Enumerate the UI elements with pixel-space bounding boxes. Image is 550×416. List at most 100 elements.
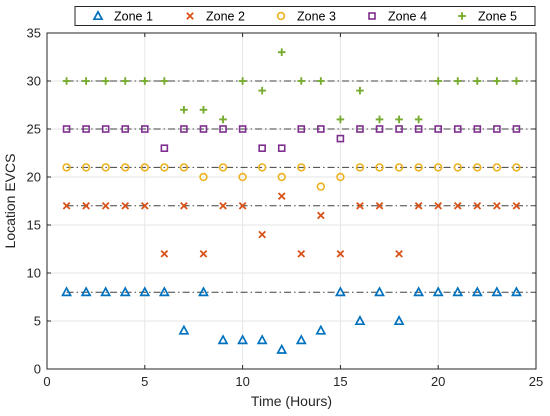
x-tick-label-25: 25 [529,374,543,389]
point-zone-5-hour-10 [238,77,247,85]
point-zone-2-hour-2-b [82,201,90,210]
point-zone-1-hour-17 [374,286,385,297]
series-zone-4 [62,125,521,152]
point-zone-3-hour-18 [394,163,404,172]
point-zone-1-hour-2 [80,286,92,297]
point-zone-5-hour-2 [82,77,90,85]
point-zone-3-hour-4 [121,163,130,172]
x-tick-label-0: 0 [43,374,50,389]
x-tick-label-5: 5 [141,374,148,389]
y-tick-label-10: 10 [27,266,41,281]
point-zone-4-hour-15 [336,134,345,143]
point-zone-4-hour-3 [101,125,110,133]
point-zone-2-hour-19-b [414,201,423,210]
point-zone-5-hour-8 [199,106,208,114]
point-zone-5-hour-14 [317,77,325,85]
legend-label-zone-4: Zone 4 [388,10,427,24]
point-zone-3-hour-3 [101,163,110,172]
point-zone-3-hour-15 [336,172,345,182]
point-zone-1-hour-12 [276,343,288,354]
point-zone-2-hour-17-b [375,201,384,210]
x-tick-label-10: 10 [235,374,249,389]
point-zone-2-hour-2 [82,201,90,210]
legend-marker-zone-2 [186,12,194,20]
point-zone-2-hour-7 [180,201,188,210]
point-zone-3-hour-17 [375,163,384,172]
point-zone-5-hour-11 [258,86,266,95]
point-zone-3-hour-24 [512,163,521,172]
point-zone-4-hour-6 [160,144,169,152]
point-zone-4-hour-8 [199,125,208,133]
y-tick-label-20: 20 [27,170,41,185]
point-zone-2-hour-14-b [317,211,325,220]
point-zone-2-hour-3-b [101,201,110,210]
legend-box [74,6,536,26]
point-zone-4-hour-4 [121,125,130,133]
point-zone-5-hour-4 [121,77,130,85]
point-zone-2-hour-20-b [434,201,443,210]
point-zone-5-hour-18 [395,115,403,124]
legend-marker-zone-4 [368,12,376,20]
point-zone-5-hour-15 [336,115,345,124]
point-zone-2-hour-6 [160,249,169,258]
point-zone-2-hour-18 [395,249,403,258]
point-zone-3-hour-9 [218,163,228,172]
point-zone-4-hour-23 [493,125,501,133]
x-tick-label-15: 15 [333,374,347,389]
point-zone-5-hour-21 [453,77,462,85]
point-zone-3-hour-14 [316,182,326,191]
legend-marker-zone-1 [92,10,104,21]
point-zone-2-hour-4 [121,201,130,210]
point-zone-2-hour-13-b [297,249,306,258]
point-zone-4-hour-7 [180,125,188,133]
point-zone-1-hour-13 [295,334,307,345]
legend-marker-zone-2-b [186,12,194,20]
point-zone-4-hour-1 [62,125,71,133]
point-zone-1-hour-3 [100,286,112,297]
plot-border [46,32,537,370]
point-zone-1-hour-16 [354,315,366,326]
point-zone-4-hour-11 [258,144,266,152]
series-zone-2 [62,192,521,258]
legend-label-zone-2: Zone 2 [206,10,245,24]
point-zone-3-hour-5 [140,163,150,172]
point-zone-5-hour-22 [473,77,482,85]
point-zone-5-hour-3 [101,77,110,85]
point-zone-2-hour-24-b [512,201,521,210]
point-zone-4-hour-18 [395,125,403,133]
point-zone-4-hour-10 [238,125,247,133]
point-zone-2-hour-15 [336,249,345,258]
point-zone-1-hour-24 [511,286,522,297]
point-zone-1-hour-21 [452,286,464,297]
point-zone-4-hour-20 [434,125,443,133]
point-zone-2-hour-4-b [121,201,130,210]
point-zone-1-hour-18 [393,315,405,326]
point-zone-2-hour-15-b [336,249,345,258]
y-tick-label-25: 25 [27,122,41,137]
y-tick-label-35: 35 [27,26,41,41]
point-zone-5-hour-9 [219,115,227,124]
point-zone-1-hour-11 [256,334,268,345]
point-zone-1-hour-15 [334,286,346,297]
point-zone-4-hour-16 [356,125,364,133]
y-axis-title: Location EVCS [2,154,18,249]
point-zone-1-hour-5 [139,286,151,297]
axis-ticks: 0 5 10 15 20 25 0 5 10 15 20 25 30 35 [27,26,544,390]
point-zone-4-hour-21 [453,125,462,133]
point-zone-3-hour-16 [355,163,365,172]
point-zone-2-hour-6-b [160,249,169,258]
point-zone-5-hour-1 [62,77,71,85]
point-zone-2-hour-18-b [395,249,403,258]
y-tick-label-0: 0 [34,362,41,377]
point-zone-3-hour-8 [199,172,208,182]
point-zone-5-hour-24 [512,77,521,85]
point-zone-1-hour-14 [315,324,327,335]
point-zone-2-hour-5-b [140,201,149,210]
point-zone-1-hour-23 [491,286,503,297]
point-zone-2-hour-21 [453,201,462,210]
point-zone-2-hour-5 [140,201,149,210]
point-zone-2-hour-22-b [473,201,482,210]
y-tick-label-5: 5 [34,314,41,329]
x-tick-label-20: 20 [431,374,445,389]
point-zone-2-hour-3 [101,201,110,210]
